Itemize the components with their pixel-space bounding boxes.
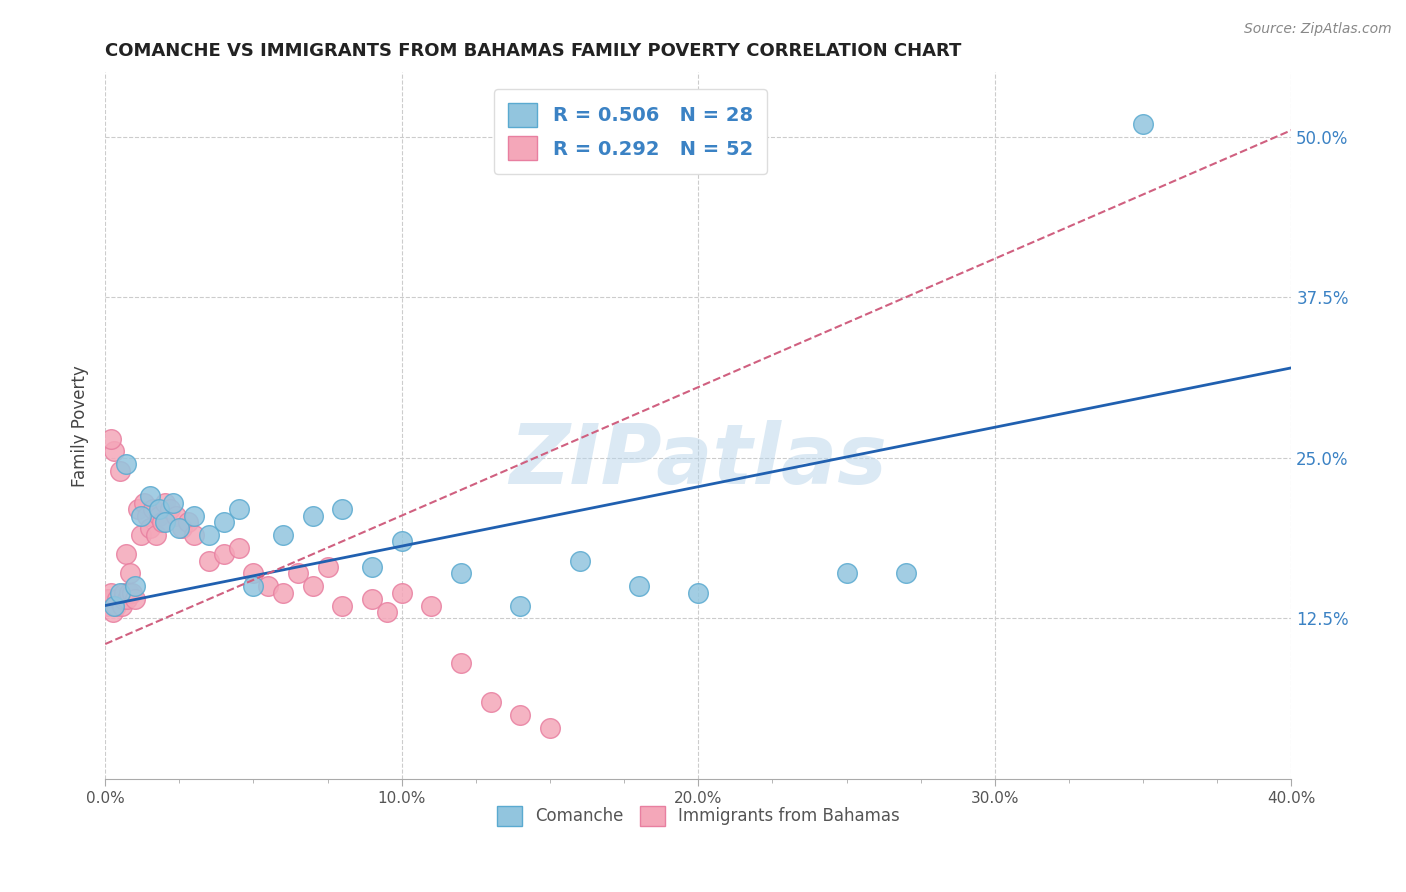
Point [361, 592, 384, 607]
Point [145, 528, 167, 542]
Point [114, 585, 136, 599]
Point [568, 553, 591, 567]
Point [110, 599, 132, 613]
Point [103, 599, 125, 613]
Point [287, 566, 309, 581]
Point [153, 515, 176, 529]
Point [132, 496, 155, 510]
Point [1132, 117, 1154, 131]
Point [242, 566, 264, 581]
Point [120, 566, 142, 581]
Point [103, 444, 125, 458]
Point [98, 592, 121, 607]
Point [96, 592, 118, 607]
Point [894, 566, 917, 581]
Point [169, 521, 191, 535]
Point [198, 553, 221, 567]
Text: COMANCHE VS IMMIGRANTS FROM BAHAMAS FAMILY POVERTY CORRELATION CHART: COMANCHE VS IMMIGRANTS FROM BAHAMAS FAMI… [105, 42, 962, 60]
Point [332, 599, 354, 613]
Point [391, 585, 413, 599]
Point [301, 579, 323, 593]
Point [509, 707, 531, 722]
Point [391, 534, 413, 549]
Point [129, 528, 152, 542]
Point [212, 547, 235, 561]
Point [177, 515, 200, 529]
Point [138, 489, 160, 503]
Point [627, 579, 650, 593]
Point [479, 695, 502, 709]
Point [450, 657, 472, 671]
Point [172, 521, 194, 535]
Point [332, 502, 354, 516]
Point [538, 721, 561, 735]
Point [212, 515, 235, 529]
Point [159, 502, 181, 516]
Point [316, 560, 339, 574]
Point [301, 508, 323, 523]
Point [135, 508, 157, 523]
Point [142, 502, 165, 516]
Point [153, 496, 176, 510]
Point [117, 592, 139, 607]
Point [105, 592, 128, 607]
Point [361, 560, 384, 574]
Point [688, 585, 710, 599]
Point [108, 585, 131, 599]
Point [104, 599, 127, 613]
Point [129, 508, 152, 523]
Point [100, 432, 122, 446]
Point [138, 521, 160, 535]
Text: Source: ZipAtlas.com: Source: ZipAtlas.com [1244, 22, 1392, 37]
Legend: Comanche, Immigrants from Bahamas: Comanche, Immigrants from Bahamas [488, 797, 908, 834]
Point [450, 566, 472, 581]
Point [111, 592, 134, 607]
Point [115, 457, 138, 471]
Point [121, 585, 143, 599]
Point [127, 502, 149, 516]
Point [148, 508, 170, 523]
Point [101, 605, 124, 619]
Point [228, 541, 250, 555]
Point [257, 579, 280, 593]
Point [108, 464, 131, 478]
Point [148, 502, 170, 516]
Point [509, 599, 531, 613]
Point [97, 599, 120, 613]
Point [242, 579, 264, 593]
Point [198, 528, 221, 542]
Point [115, 547, 138, 561]
Point [124, 579, 146, 593]
Y-axis label: Family Poverty: Family Poverty [72, 365, 89, 486]
Point [165, 508, 187, 523]
Text: ZIPatlas: ZIPatlas [509, 420, 887, 501]
Point [183, 528, 205, 542]
Point [835, 566, 858, 581]
Point [375, 605, 398, 619]
Point [420, 599, 443, 613]
Point [228, 502, 250, 516]
Point [150, 515, 173, 529]
Point [100, 585, 122, 599]
Point [162, 496, 184, 510]
Point [271, 528, 294, 542]
Point [124, 592, 146, 607]
Point [118, 585, 141, 599]
Point [183, 508, 205, 523]
Point [271, 585, 294, 599]
